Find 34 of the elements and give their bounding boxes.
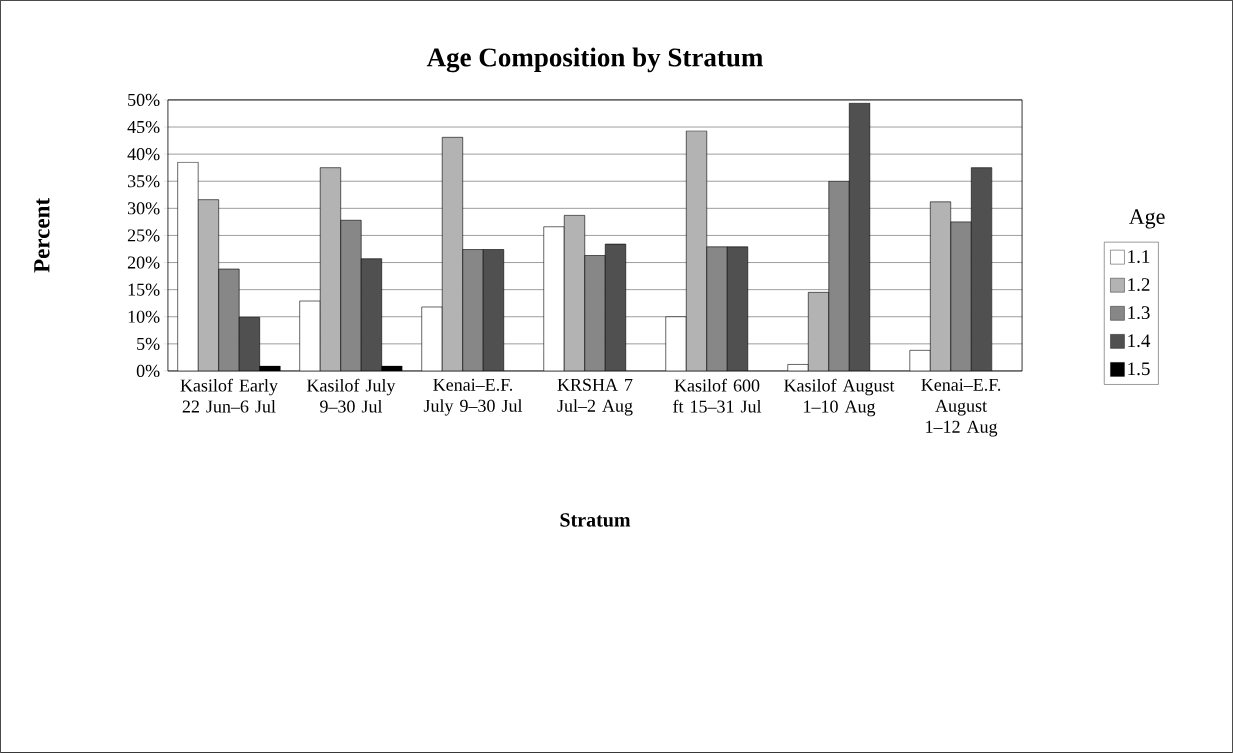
bar: [238, 317, 260, 371]
y-tick-label: 25%: [127, 229, 160, 242]
y-tick-label: 15%: [128, 283, 160, 296]
legend-label: 1.2: [1128, 278, 1150, 292]
y-axis-title: Percent: [34, 198, 50, 273]
chart-title: Age Composition by Stratum: [426, 47, 763, 73]
bar: [848, 102, 871, 371]
x-tick-label: Kasilof 600 ft 15–31 Jul: [673, 378, 762, 413]
legend-label: 1.4: [1128, 334, 1151, 348]
y-tick-label: 30%: [127, 202, 160, 215]
legend-label: 1.1: [1128, 250, 1150, 263]
x-tick-label: KRSHA 7 Jul–2 Aug: [557, 378, 633, 416]
x-axis-title: Stratum: [560, 513, 631, 527]
legend-title: Age: [1128, 209, 1165, 229]
bar: [360, 258, 383, 371]
y-tick-label: 20%: [127, 256, 160, 269]
bar: [604, 243, 627, 371]
legend-label: 1.5: [1128, 362, 1150, 376]
bar: [971, 167, 993, 371]
x-tick-label: Kasilof July 9–30 Jul: [306, 378, 396, 413]
legend-label: 1.3: [1128, 306, 1150, 320]
y-tick-label: 45%: [127, 120, 160, 134]
y-tick-label: 0%: [136, 364, 160, 378]
y-tick-label: 5%: [137, 337, 160, 350]
y-tick-label: 35%: [127, 175, 160, 188]
x-tick-label: Kasilof August 1–10 Aug: [784, 378, 895, 417]
bar: [726, 246, 749, 371]
y-tick-label: 40%: [127, 148, 160, 161]
y-tick-label: 10%: [128, 310, 160, 323]
x-tick-label: Kenai–E.F. July 9–30 Jul: [423, 378, 523, 416]
x-tick-label: Kenai–E.F. August 1–12 Aug: [921, 378, 1001, 437]
bar: [482, 249, 505, 371]
y-tick-label: 50%: [128, 93, 160, 107]
x-tick-label: Kasilof Early 22 Jun–6 Jul: [180, 378, 278, 413]
